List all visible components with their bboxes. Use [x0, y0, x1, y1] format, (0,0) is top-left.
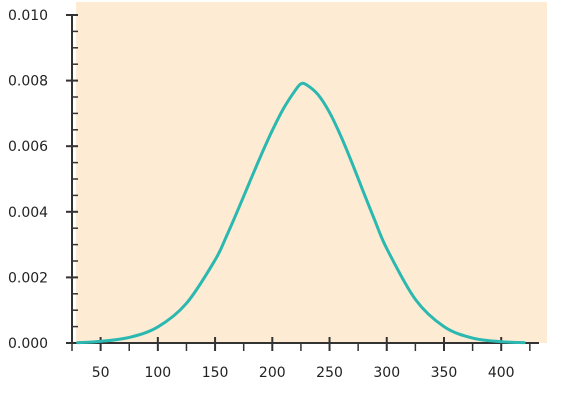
- y-tick-label: 0.000: [8, 336, 48, 352]
- plot-background: [76, 2, 547, 343]
- y-tick-label: 0.006: [8, 139, 48, 155]
- density-curve: [76, 81, 526, 345]
- x-tick-label: 150: [202, 365, 229, 381]
- tick-labels: 0.000 0.002 0.004 0.006 0.008 0.010 50 100 150 20…: [8, 8, 515, 381]
- y-tick-label: 0.010: [8, 8, 48, 24]
- axes: [66, 14, 539, 351]
- y-tick-label: 0.008: [8, 74, 48, 90]
- x-tick-label: 250: [316, 365, 343, 381]
- data-series: [76, 81, 526, 345]
- x-tick-label: 200: [259, 365, 286, 381]
- y-tick-label: 0.004: [8, 205, 48, 221]
- x-tick-label: 350: [431, 365, 458, 381]
- x-tick-label: 300: [373, 365, 400, 381]
- x-tick-label: 400: [488, 365, 515, 381]
- x-tick-label: 100: [144, 365, 171, 381]
- y-tick-label: 0.002: [8, 270, 48, 286]
- x-tick-label: 50: [92, 365, 110, 381]
